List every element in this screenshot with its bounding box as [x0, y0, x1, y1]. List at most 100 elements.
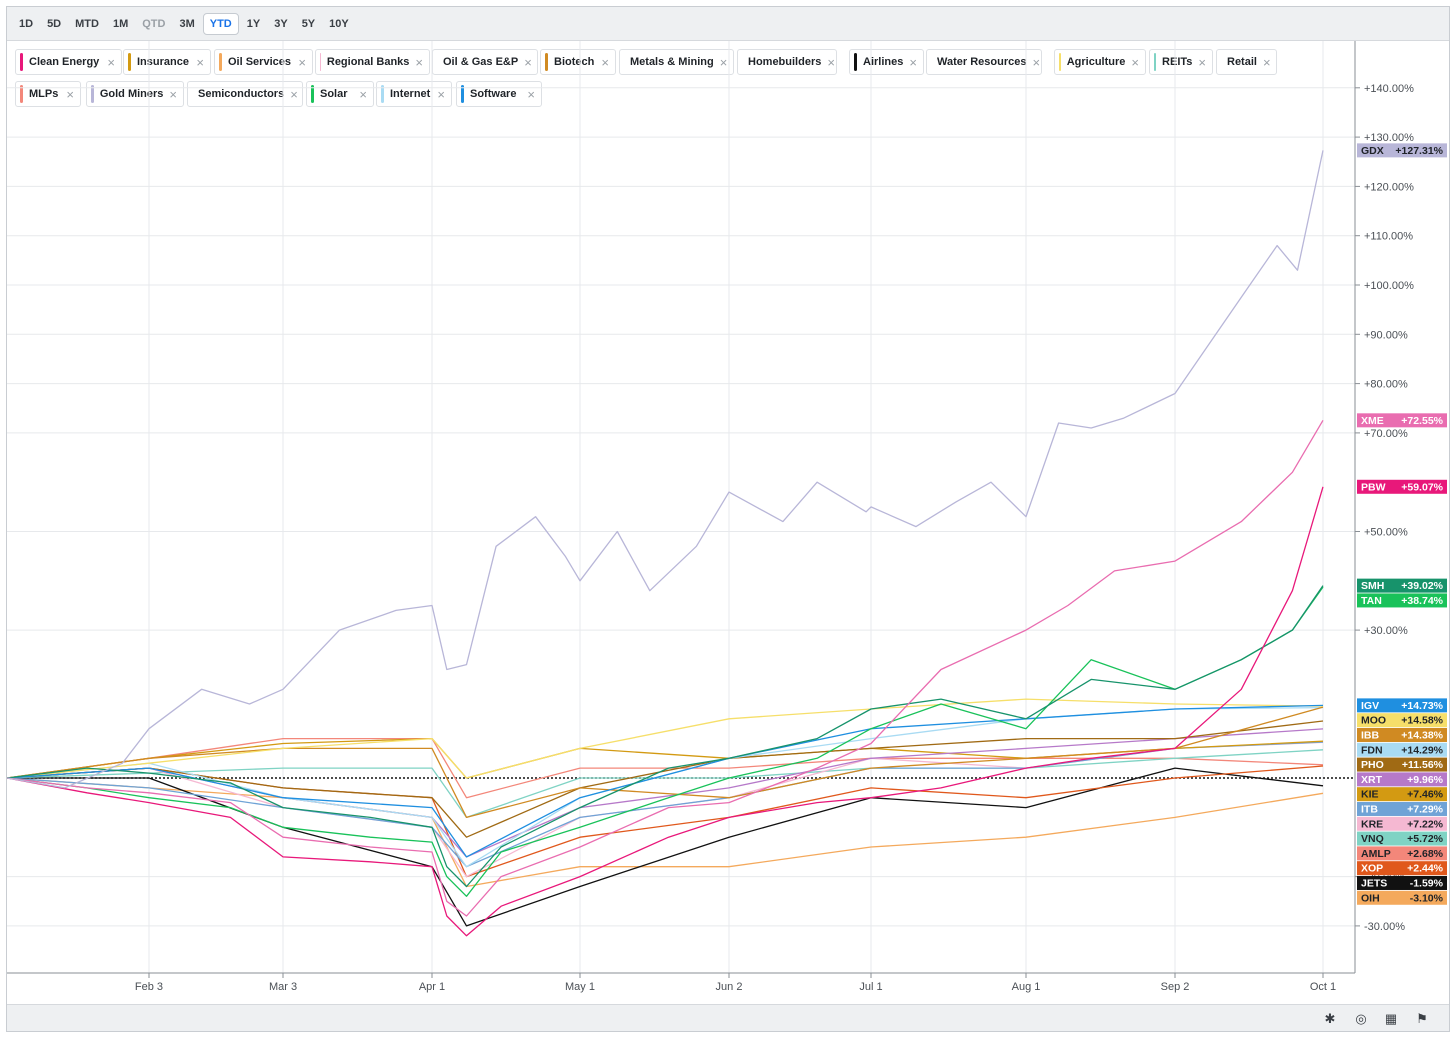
- legend-chip-label: Agriculture: [1066, 56, 1126, 68]
- range-10y-button[interactable]: 10Y: [329, 17, 349, 30]
- remove-icon[interactable]: ×: [1131, 54, 1139, 70]
- range-5d-button[interactable]: 5D: [47, 17, 62, 30]
- series-line-xop[interactable]: [7, 765, 1324, 878]
- legend-chip-semiconductors[interactable]: Semiconductors ×: [187, 81, 303, 107]
- legend-chip-clean-energy[interactable]: Clean Energy ×: [15, 49, 122, 75]
- legend-chip-label: Solar: [320, 88, 348, 100]
- legend-chip-software[interactable]: Software ×: [456, 81, 542, 107]
- series-line-smh[interactable]: [7, 585, 1324, 888]
- remove-icon[interactable]: ×: [290, 86, 298, 102]
- end-badge-xme: XME +72.55%: [1357, 413, 1447, 428]
- range-3y-button[interactable]: 3Y: [274, 17, 288, 30]
- range-1d-button[interactable]: 1D: [19, 17, 34, 30]
- legend-chip-label: Clean Energy: [29, 56, 100, 68]
- legend-swatch: [219, 53, 222, 71]
- end-badge-bg: [1357, 727, 1447, 742]
- legend-chip-label: Software: [470, 88, 517, 100]
- y-tick-label: +100.00%: [1364, 280, 1414, 292]
- hide-lines-icon[interactable]: ✱: [1324, 1011, 1336, 1026]
- remove-icon[interactable]: ×: [196, 54, 204, 70]
- end-badge-kie: KIE +7.46%: [1357, 787, 1447, 802]
- series-line-itb[interactable]: [7, 741, 1324, 868]
- end-badge-pho: PHO +11.56%: [1357, 757, 1447, 772]
- remove-icon[interactable]: ×: [1032, 54, 1041, 70]
- legend-chip-oil-and-gas-eandp[interactable]: Oil & Gas E&P ×: [432, 49, 538, 75]
- end-badge-value: +11.56%: [1402, 759, 1444, 771]
- series-line-xme[interactable]: [7, 419, 1324, 917]
- y-tick-label: +130.00%: [1364, 132, 1414, 144]
- series-line-ibb[interactable]: [7, 706, 1324, 819]
- remove-icon[interactable]: ×: [909, 54, 917, 70]
- end-badge-value: +14.29%: [1401, 744, 1443, 756]
- legend-chip-mlps[interactable]: MLPs ×: [15, 81, 81, 107]
- remove-icon[interactable]: ×: [827, 54, 835, 70]
- remove-icon[interactable]: ×: [601, 54, 609, 70]
- remove-icon[interactable]: ×: [524, 54, 532, 70]
- end-badge-bg: [1357, 801, 1447, 816]
- series-line-amlp[interactable]: [7, 737, 1324, 799]
- remove-icon[interactable]: ×: [437, 86, 445, 102]
- legend-chip-internet[interactable]: Internet ×: [376, 81, 452, 107]
- x-tick-label: Apr 1: [419, 981, 445, 993]
- series-line-pho[interactable]: [7, 720, 1324, 838]
- end-badge-ticker: VNQ: [1361, 833, 1384, 845]
- end-badge-value: +14.58%: [1401, 715, 1443, 727]
- legend-swatch: [128, 53, 131, 71]
- end-badge-value: +7.29%: [1407, 803, 1444, 815]
- end-badge-value: +5.72%: [1407, 833, 1444, 845]
- end-badge-bg: [1357, 816, 1447, 831]
- end-badge-value: +7.46%: [1407, 789, 1444, 801]
- remove-icon[interactable]: ×: [169, 86, 177, 102]
- range-selector: 1D 5D MTD 1M QTD 3M YTD 1Y 3Y 5Y 10Y: [7, 7, 1449, 41]
- legend-chip-insurance[interactable]: Insurance ×: [123, 49, 211, 75]
- remove-icon[interactable]: ×: [527, 86, 535, 102]
- end-badge-ibb: IBB +14.38%: [1357, 727, 1447, 742]
- range-1y-button[interactable]: 1Y: [246, 17, 261, 30]
- legend-chip-reits[interactable]: REITs ×: [1149, 49, 1213, 75]
- series-line-tan[interactable]: [7, 586, 1324, 897]
- range-5y-button[interactable]: 5Y: [301, 17, 316, 30]
- remove-icon[interactable]: ×: [359, 86, 367, 102]
- legend-chip-retail[interactable]: Retail ×: [1216, 49, 1277, 75]
- end-badge-bg: [1357, 772, 1447, 787]
- legend-chip-oil-services[interactable]: Oil Services ×: [214, 49, 313, 75]
- series-line-oih[interactable]: [7, 777, 1324, 888]
- range-ytd-button[interactable]: YTD: [202, 12, 239, 35]
- series-line-vnq[interactable]: [7, 749, 1324, 819]
- legend-chip-regional-banks[interactable]: Regional Banks ×: [315, 49, 430, 75]
- target-icon[interactable]: ◎: [1355, 1011, 1367, 1026]
- tag-icon[interactable]: ⚑: [1416, 1011, 1428, 1026]
- legend-chip-biotech[interactable]: Biotech ×: [540, 49, 616, 75]
- legend-chip-homebuilders[interactable]: Homebuilders ×: [737, 49, 837, 75]
- range-1m-button[interactable]: 1M: [112, 17, 129, 30]
- range-3m-button[interactable]: 3M: [179, 17, 195, 30]
- legend-chip-agriculture[interactable]: Agriculture ×: [1054, 49, 1146, 75]
- end-badge-kre: KRE +7.22%: [1357, 816, 1447, 831]
- legend-chip-solar[interactable]: Solar ×: [306, 81, 374, 107]
- remove-icon[interactable]: ×: [415, 54, 423, 70]
- legend-chip-gold-miners[interactable]: Gold Miners ×: [86, 81, 184, 107]
- y-tick-label: +50.00%: [1364, 527, 1408, 539]
- x-tick-label: Aug 1: [1012, 981, 1041, 993]
- remove-icon[interactable]: ×: [107, 54, 115, 70]
- legend-chip-water-resources[interactable]: Water Resources ×: [926, 49, 1042, 75]
- remove-icon[interactable]: ×: [298, 54, 306, 70]
- end-badge-amlp: AMLP +2.68%: [1357, 846, 1447, 861]
- series-line-igv[interactable]: [7, 704, 1324, 858]
- series-line-moo[interactable]: [7, 698, 1324, 779]
- range-mtd-button[interactable]: MTD: [75, 17, 99, 30]
- remove-icon[interactable]: ×: [1262, 54, 1271, 70]
- legend-swatch: [91, 85, 94, 103]
- end-badge-bg: [1357, 742, 1447, 757]
- legend-chip-metals-and-mining[interactable]: Metals & Mining ×: [619, 49, 734, 75]
- legend-chip-airlines[interactable]: Airlines ×: [849, 49, 924, 75]
- remove-icon[interactable]: ×: [66, 86, 74, 102]
- end-badge-bg: [1357, 861, 1447, 876]
- remove-icon[interactable]: ×: [719, 54, 728, 70]
- grid-icon[interactable]: ▦: [1384, 1011, 1398, 1026]
- series-line-gdx[interactable]: [7, 150, 1324, 789]
- series-line-pbw[interactable]: [7, 486, 1324, 937]
- end-badge-ticker: AMLP: [1361, 848, 1391, 860]
- remove-icon[interactable]: ×: [1198, 54, 1206, 70]
- end-badge-bg: [1357, 413, 1447, 428]
